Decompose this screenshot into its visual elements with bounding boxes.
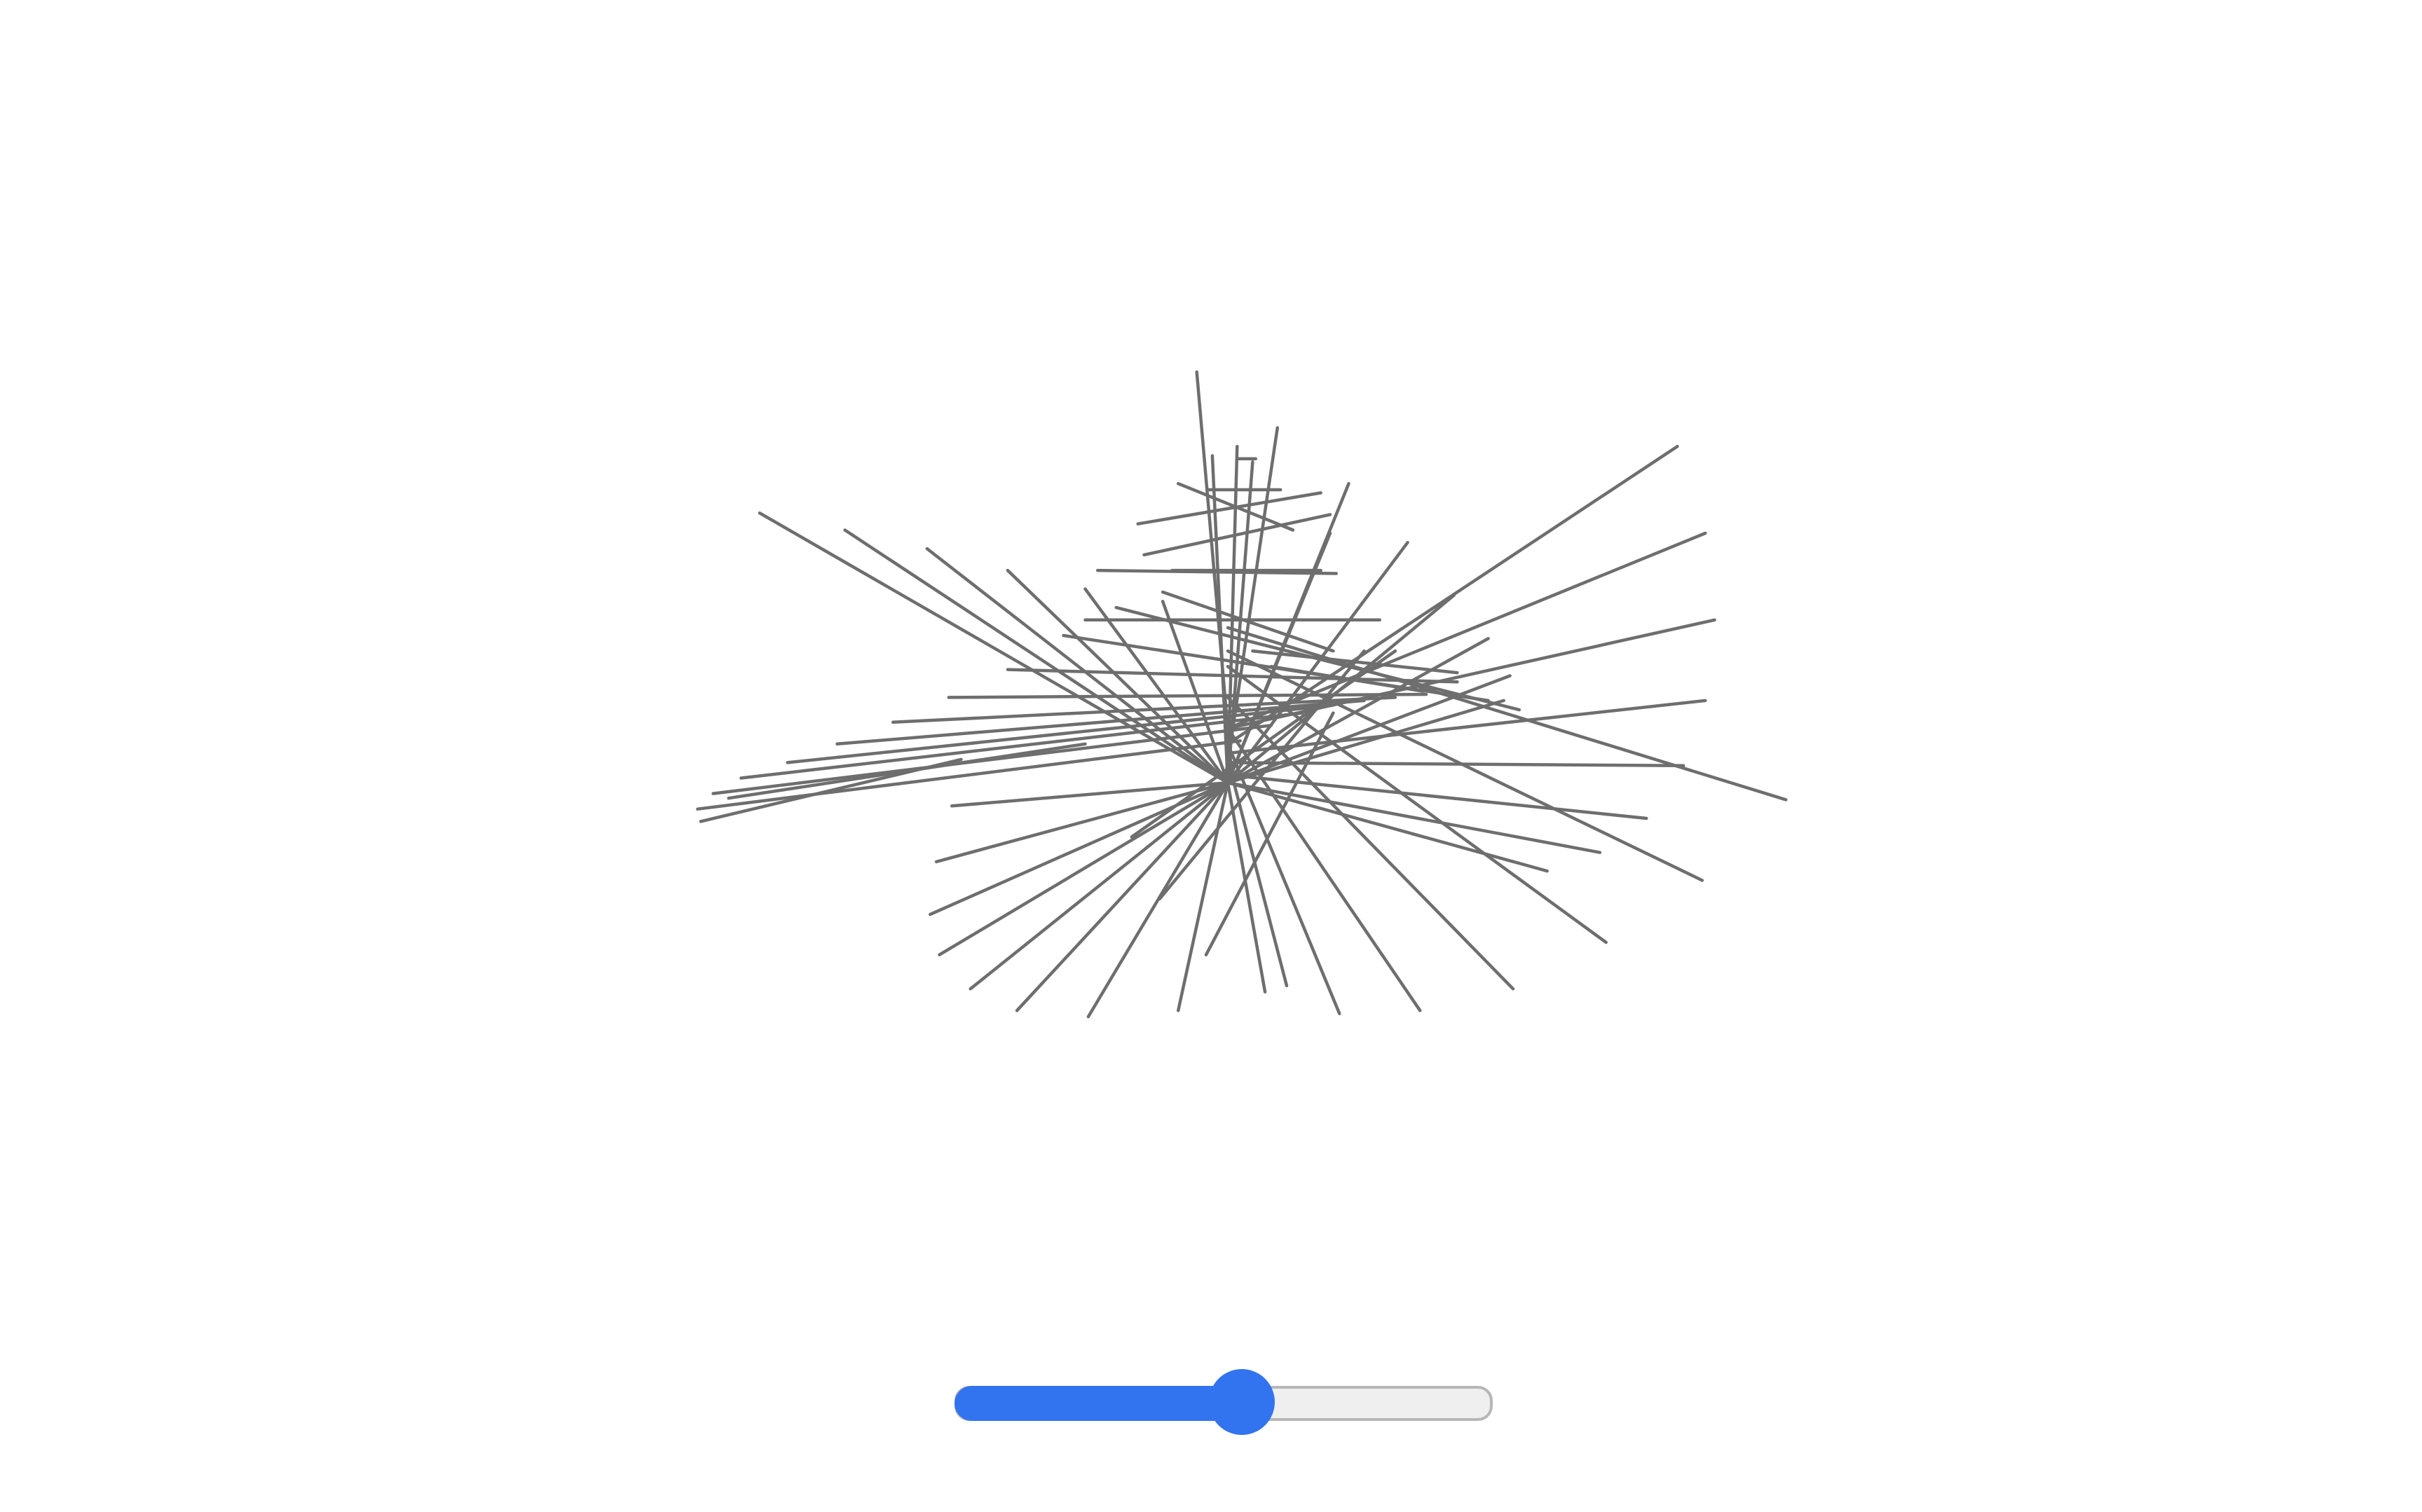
line-segment-65 — [1204, 711, 1335, 956]
line-segment-14 — [758, 511, 1230, 785]
line-segment-42 — [1086, 781, 1230, 1019]
line-art-canvas — [696, 370, 1788, 1019]
line-segment-38 — [1226, 742, 1341, 1015]
line-segment-9 — [1142, 513, 1332, 557]
line-segment-13 — [1095, 568, 1339, 575]
line-segment-48 — [950, 781, 1230, 808]
line-segment-40 — [1226, 781, 1267, 994]
line-segment-32 — [1226, 781, 1549, 873]
line-segment-33 — [1226, 626, 1788, 802]
line-segment-62 — [1269, 664, 1425, 693]
line-segment-55 — [947, 692, 1428, 699]
line-segment-54 — [891, 696, 1397, 724]
line-segment-49 — [696, 739, 1242, 811]
line-segment-52 — [786, 703, 1335, 764]
line-segment-23 — [1226, 674, 1512, 785]
line-segment-20 — [1226, 540, 1409, 785]
line-segment-44 — [969, 781, 1230, 991]
line-segment-53 — [835, 699, 1366, 746]
line-segment-51 — [739, 711, 1304, 780]
line-segment-67 — [727, 742, 1087, 800]
line-segment-0 — [1195, 370, 1234, 785]
line-segment-41 — [1176, 781, 1230, 1012]
line-segment-28 — [1226, 699, 1707, 755]
range-slider[interactable] — [955, 1366, 1501, 1436]
line-segment-39 — [1226, 757, 1289, 988]
line-segment-56 — [1006, 668, 1459, 684]
line-segment-29 — [1226, 761, 1685, 768]
line-segment-8 — [1136, 491, 1322, 525]
line-segment-47 — [934, 781, 1230, 864]
line-segment-19 — [1161, 600, 1230, 785]
line-segment-36 — [1226, 696, 1515, 991]
slider-fill — [955, 1386, 1245, 1421]
line-segment-15 — [843, 528, 1230, 785]
slider-thumb[interactable] — [1209, 1369, 1275, 1435]
line-segment-43 — [1015, 781, 1230, 1012]
line-segment-12 — [1226, 531, 1332, 785]
line-segment-22 — [1226, 637, 1490, 785]
line-art-drawing — [696, 370, 1788, 1019]
line-segment-34 — [1226, 649, 1704, 882]
line-segment-24 — [1226, 699, 1505, 785]
line-segment-63 — [1130, 649, 1397, 839]
line-segment-16 — [925, 547, 1230, 785]
line-segment-45 — [938, 781, 1230, 956]
line-segment-35 — [1226, 664, 1608, 944]
line-segment-64 — [1158, 649, 1366, 901]
line-segment-26 — [1226, 531, 1707, 730]
